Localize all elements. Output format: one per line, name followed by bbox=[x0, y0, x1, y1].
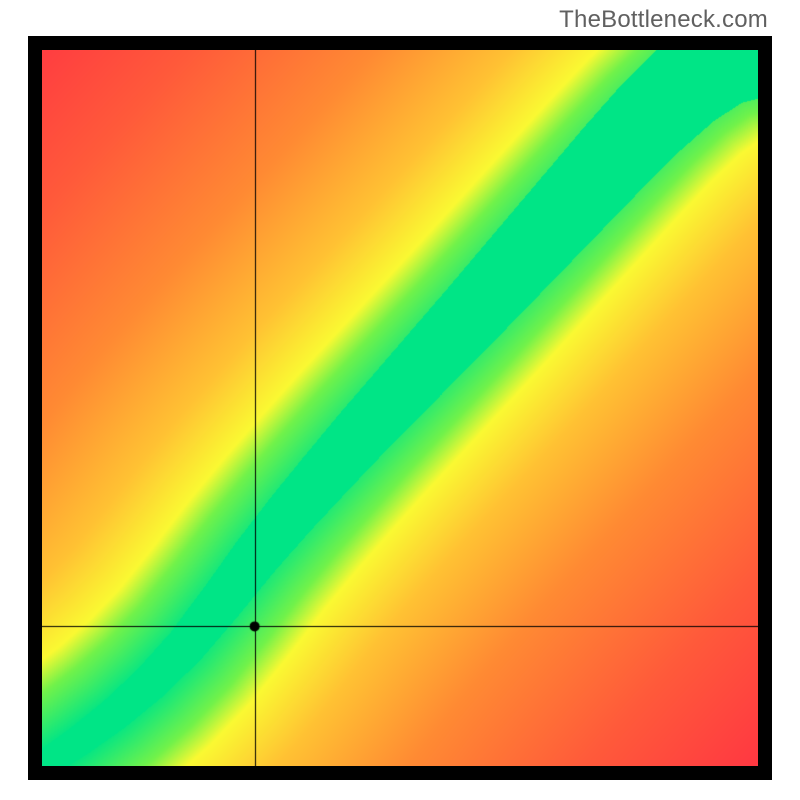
chart-container: TheBottleneck.com bbox=[0, 0, 800, 800]
watermark-text: TheBottleneck.com bbox=[559, 6, 768, 34]
plot-area bbox=[42, 50, 758, 766]
chart-frame bbox=[28, 36, 772, 780]
heatmap-canvas bbox=[42, 50, 758, 766]
